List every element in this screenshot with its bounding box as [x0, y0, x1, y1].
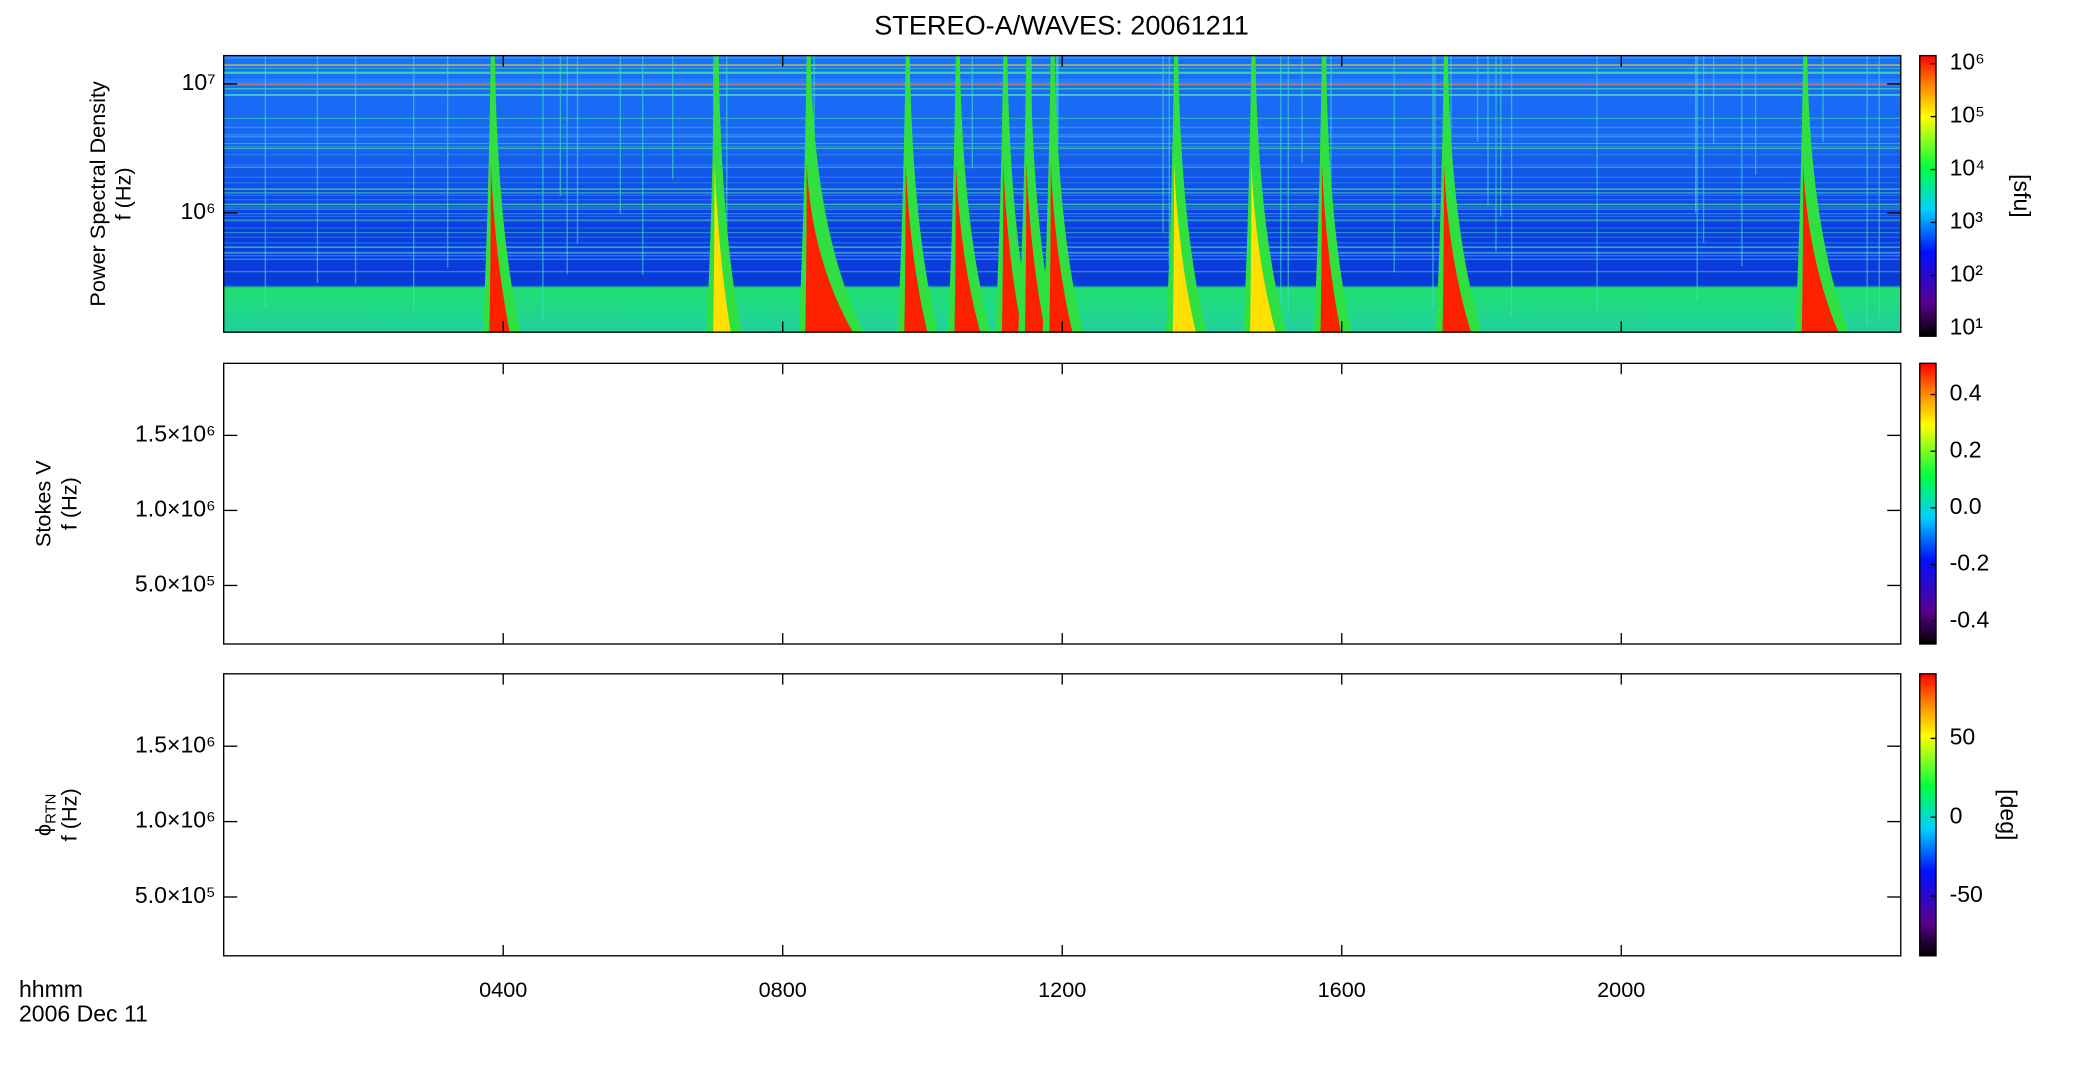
colorbar-tick-label: 0.0 [1950, 493, 1982, 519]
colorbar-tick-label: 10⁵ [1950, 102, 1985, 128]
spectrogram-image [223, 55, 1901, 333]
burst [1801, 162, 1839, 333]
colorbar-tick-label: 10¹ [1950, 313, 1984, 339]
x-tick-label: 1600 [1318, 977, 1366, 1002]
colorbar-tick-label: 10⁴ [1950, 155, 1986, 181]
colorbar-tick-label: -0.4 [1950, 606, 1990, 632]
burst [904, 162, 928, 333]
colorbar [1919, 362, 1937, 645]
burst [1320, 162, 1341, 333]
colorbar-tick-label: 10² [1950, 261, 1984, 287]
y-tick-label: 1.0×10⁶ [135, 496, 216, 522]
y-axis-label-subscript: RTN [43, 794, 59, 824]
colorbar-label: [deg] [1995, 789, 2021, 840]
x-tick-label: 0800 [759, 977, 807, 1002]
y-tick-label: 10⁶ [180, 198, 215, 224]
y-axis-label: Power Spectral Density [85, 81, 110, 307]
colorbar-tick-label: -0.2 [1950, 550, 1990, 576]
y-axis-label-text: Stokes V [30, 460, 55, 547]
colorbar-label: [sfu] [2009, 174, 2035, 218]
y-axis-label-text: f (Hz) [110, 167, 135, 220]
burst [1250, 162, 1276, 333]
y-tick-label: 10⁷ [182, 69, 216, 95]
colorbar-tick-label: 10⁶ [1950, 49, 1985, 75]
plot-frame [223, 362, 1902, 645]
y-tick-label: 5.0×10⁵ [135, 882, 216, 908]
y-tick-label: 1.5×10⁶ [135, 731, 216, 757]
burst [805, 162, 853, 333]
colorbar-tick-label: 50 [1950, 723, 1976, 749]
burst [954, 162, 981, 333]
y-tick-label: 1.0×10⁶ [135, 807, 216, 833]
burst [1442, 162, 1471, 333]
burst [1001, 162, 1023, 333]
burst [1049, 162, 1073, 333]
burst [713, 162, 731, 333]
y-axis-label-text: f (Hz) [56, 477, 81, 530]
y-axis-label: f (Hz) [56, 788, 81, 841]
y-axis-label-text: ϕ [30, 824, 55, 836]
colorbar-tick-label: 0.2 [1950, 436, 1982, 462]
y-axis-label: f (Hz) [110, 167, 135, 220]
colorbar [1919, 673, 1937, 957]
x-axis-label: hhmm [19, 976, 83, 1002]
burst [1024, 162, 1046, 333]
y-tick-label: 5.0×10⁵ [135, 571, 216, 597]
y-axis-label: f (Hz) [56, 477, 81, 530]
x-axis-label: 2006 Dec 11 [19, 1001, 148, 1027]
chart-title: STEREO-A/WAVES: 20061211 [874, 9, 1249, 40]
y-axis-label: ϕRTN [30, 794, 59, 837]
y-tick-label: 1.5×10⁶ [135, 420, 216, 446]
y-axis-label-text: f (Hz) [56, 788, 81, 841]
burst [1172, 162, 1196, 333]
x-tick-label: 1200 [1038, 977, 1086, 1002]
colorbar-tick-label: 0.4 [1950, 380, 1982, 406]
plot-frame [223, 673, 1902, 957]
y-axis-label-text: Power Spectral Density [85, 81, 110, 307]
y-axis-label: Stokes V [30, 460, 55, 547]
colorbar-tick-label: 0 [1950, 802, 1963, 828]
burst [489, 162, 510, 333]
x-tick-label: 0400 [479, 977, 527, 1002]
x-tick-label: 2000 [1597, 977, 1645, 1002]
colorbar-tick-label: -50 [1950, 881, 1983, 907]
colorbar [1919, 54, 1937, 337]
colorbar-tick-label: 10³ [1950, 208, 1984, 234]
